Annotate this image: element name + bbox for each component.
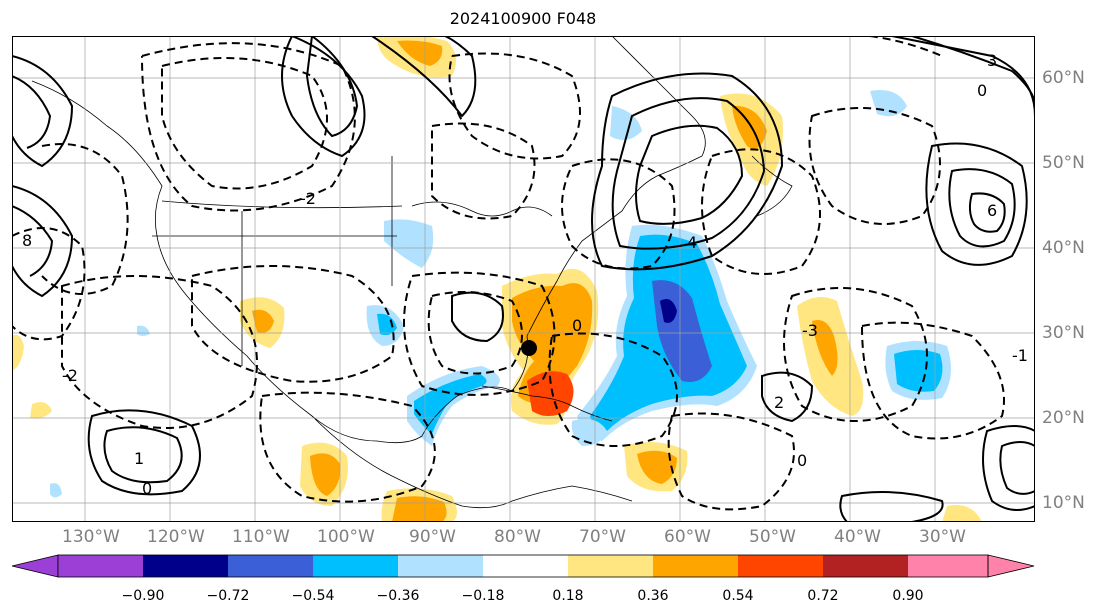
colorbar-tick: 0.90: [892, 588, 923, 604]
colorbar-bin: [398, 555, 483, 577]
colorbar-bin: [738, 555, 823, 577]
contour-label: 0: [977, 81, 987, 100]
storm-center-marker: [521, 340, 537, 356]
lat-lon-grid: [12, 36, 1035, 522]
colorbar-bin: [568, 555, 653, 577]
coastlines: [31, 36, 793, 509]
colorbar-tick: −0.72: [207, 588, 250, 604]
lon-label: 80°W: [494, 527, 541, 547]
colorbar-bin: [653, 555, 738, 577]
lat-label: 30°N: [1042, 323, 1085, 343]
colorbar-tick: −0.54: [292, 588, 335, 604]
contour-label: -2: [300, 189, 316, 208]
lat-label: 50°N: [1042, 153, 1085, 173]
lon-label: 60°W: [664, 527, 711, 547]
lat-label: 40°N: [1042, 238, 1085, 258]
colorbar-bin: [143, 555, 228, 577]
colorbar-tick: 0.18: [552, 588, 583, 604]
contour-label: -1: [1012, 346, 1028, 365]
lon-label: 30°W: [919, 527, 966, 547]
contour-label: 2: [774, 393, 784, 412]
contour-labels: -2 0 2 4 6 8 1 -3 3 -1 0 -2 0 0: [22, 51, 1028, 498]
colorbar: −0.90 −0.72 −0.54 −0.36 −0.18 0.18 0.36 …: [11, 554, 1035, 604]
contour-label: -2: [62, 366, 78, 385]
contour-label: 1: [134, 449, 144, 468]
lon-label: 120°W: [147, 527, 205, 547]
longitude-axis: 130°W 120°W 110°W 100°W 90°W 80°W 70°W 6…: [0, 527, 1105, 551]
negative-contours: [12, 36, 1005, 511]
positive-contours: [12, 36, 1035, 522]
map-panel: -2 0 2 4 6 8 1 -3 3 -1 0 -2 0 0: [12, 36, 1035, 522]
colorbar-tick: 0.36: [637, 588, 668, 604]
lon-label: 130°W: [62, 527, 120, 547]
lat-label: 60°N: [1042, 68, 1085, 88]
colorbar-tick: 0.72: [807, 588, 838, 604]
contour-label: -3: [802, 321, 818, 340]
contour-label: 4: [687, 233, 697, 252]
lon-label: 70°W: [579, 527, 626, 547]
contour-label: 0: [797, 451, 807, 470]
colorbar-tick: −0.90: [122, 588, 165, 604]
colorbar-bin: [483, 555, 568, 577]
lat-label: 20°N: [1042, 408, 1085, 428]
lon-label: 110°W: [232, 527, 290, 547]
colorbar-bin: [313, 555, 398, 577]
lon-label: 100°W: [317, 527, 375, 547]
colorbar-extend-low: [11, 554, 59, 578]
latitude-axis: 60°N 50°N 40°N 30°N 20°N 10°N: [1042, 36, 1105, 522]
colorbar-tick: −0.18: [462, 588, 505, 604]
contour-label: 0: [572, 316, 582, 335]
lat-label: 10°N: [1042, 493, 1085, 513]
colorbar-bin: [228, 555, 313, 577]
shaded-anomaly-fields: [12, 36, 982, 522]
colorbar-extend-high: [987, 554, 1035, 578]
colorbar-bin: [58, 555, 143, 577]
colorbar-tick: −0.36: [377, 588, 420, 604]
plot-title: 2024100900 F048: [449, 9, 597, 28]
colorbar-bin: [908, 555, 988, 577]
lon-label: 40°W: [834, 527, 881, 547]
colorbar-bin: [823, 555, 908, 577]
contour-label: 8: [22, 231, 32, 250]
lon-label: 50°W: [749, 527, 796, 547]
contour-label: 3: [987, 51, 997, 70]
contour-label: 6: [987, 201, 997, 220]
lon-label: 90°W: [409, 527, 456, 547]
contour-label: 0: [142, 479, 152, 498]
colorbar-tick: 0.54: [722, 588, 753, 604]
